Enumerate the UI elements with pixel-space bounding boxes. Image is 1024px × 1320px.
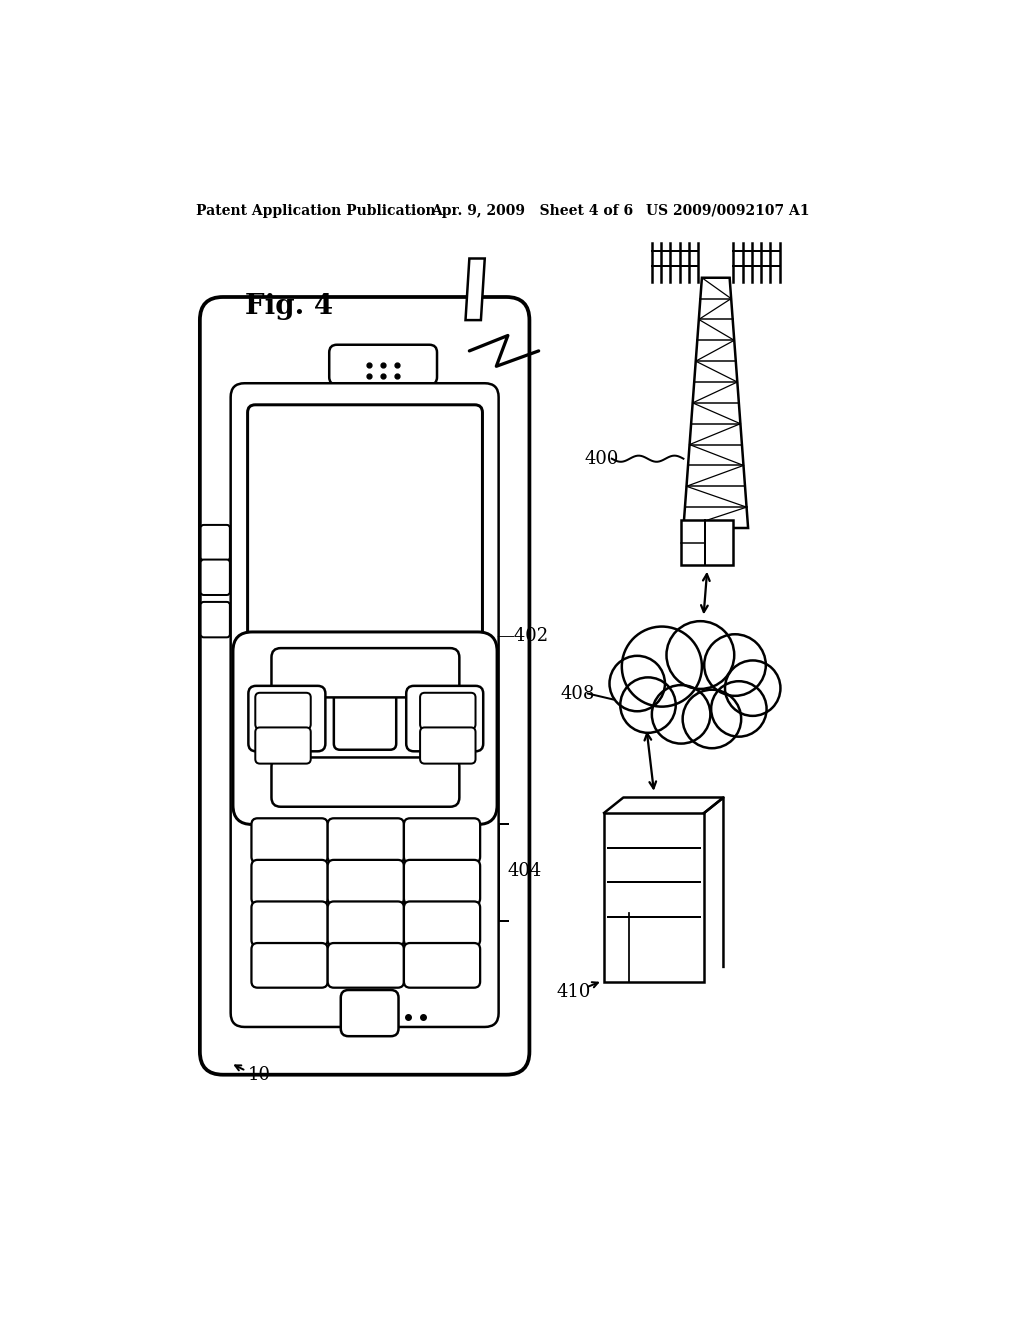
Polygon shape — [466, 259, 484, 321]
FancyBboxPatch shape — [271, 648, 460, 697]
FancyBboxPatch shape — [252, 902, 328, 946]
Text: —402: —402 — [497, 627, 549, 644]
Text: 410: 410 — [556, 982, 591, 1001]
FancyBboxPatch shape — [328, 942, 403, 987]
Circle shape — [667, 622, 734, 689]
Circle shape — [705, 635, 766, 696]
Circle shape — [725, 660, 780, 715]
Text: Patent Application Publication: Patent Application Publication — [196, 203, 435, 218]
Circle shape — [622, 627, 701, 706]
Text: US 2009/0092107 A1: US 2009/0092107 A1 — [646, 203, 810, 218]
FancyBboxPatch shape — [200, 297, 529, 1074]
FancyBboxPatch shape — [334, 688, 396, 750]
FancyBboxPatch shape — [403, 818, 480, 863]
FancyBboxPatch shape — [328, 859, 403, 904]
FancyBboxPatch shape — [403, 859, 480, 904]
Circle shape — [621, 677, 676, 733]
FancyBboxPatch shape — [201, 525, 230, 560]
Text: 404: 404 — [508, 862, 542, 879]
FancyBboxPatch shape — [681, 520, 733, 565]
Text: 408: 408 — [560, 685, 595, 702]
Circle shape — [652, 685, 711, 743]
FancyBboxPatch shape — [328, 818, 403, 863]
Circle shape — [609, 656, 665, 711]
FancyBboxPatch shape — [201, 602, 230, 638]
FancyBboxPatch shape — [249, 686, 326, 751]
FancyBboxPatch shape — [271, 758, 460, 807]
FancyBboxPatch shape — [403, 942, 480, 987]
FancyBboxPatch shape — [341, 990, 398, 1036]
Text: Apr. 9, 2009   Sheet 4 of 6: Apr. 9, 2009 Sheet 4 of 6 — [431, 203, 633, 218]
Circle shape — [711, 681, 767, 737]
Text: Fig. 4: Fig. 4 — [245, 293, 333, 321]
Text: 400: 400 — [585, 450, 620, 467]
FancyBboxPatch shape — [230, 383, 499, 1027]
FancyBboxPatch shape — [604, 813, 705, 982]
FancyBboxPatch shape — [252, 942, 328, 987]
FancyBboxPatch shape — [252, 818, 328, 863]
Circle shape — [683, 689, 741, 748]
FancyBboxPatch shape — [255, 693, 310, 729]
FancyBboxPatch shape — [252, 859, 328, 904]
FancyBboxPatch shape — [403, 902, 480, 946]
FancyBboxPatch shape — [201, 560, 230, 595]
Text: 10: 10 — [248, 1065, 270, 1084]
FancyBboxPatch shape — [407, 686, 483, 751]
FancyBboxPatch shape — [248, 405, 482, 640]
FancyBboxPatch shape — [420, 727, 475, 763]
FancyBboxPatch shape — [233, 632, 497, 825]
FancyBboxPatch shape — [255, 727, 310, 763]
FancyBboxPatch shape — [420, 693, 475, 729]
FancyBboxPatch shape — [330, 345, 437, 385]
FancyBboxPatch shape — [328, 902, 403, 946]
